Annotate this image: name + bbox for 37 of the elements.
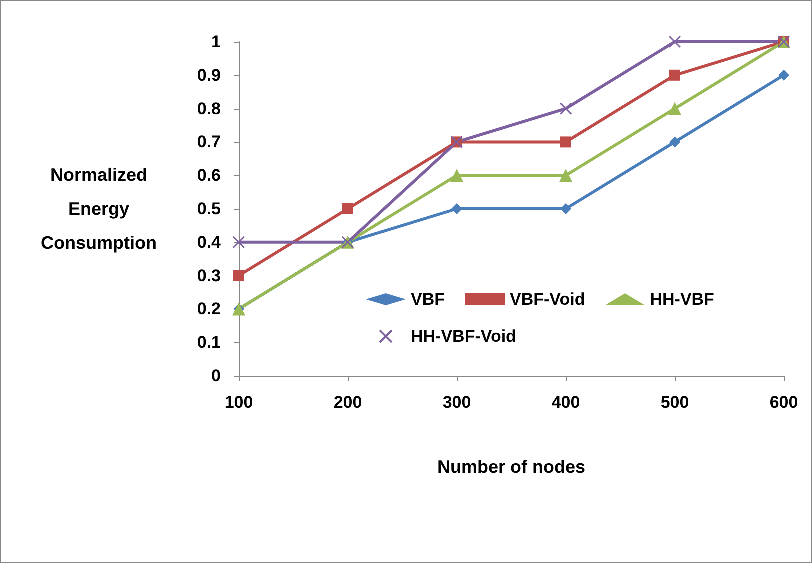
legend-label: VBF [411, 290, 445, 309]
point [668, 36, 682, 48]
point [450, 169, 464, 182]
point [560, 102, 572, 116]
x-tick-label: 100 [224, 393, 254, 412]
y-axis-title: Normalized Energy Consumption [41, 165, 157, 253]
y-tick-label: 0.1 [197, 333, 221, 352]
y-tick-label: 0.7 [197, 132, 221, 152]
x-tick-label: 500 [660, 393, 690, 412]
point [670, 70, 680, 81]
y-tick-label: 0 [212, 366, 221, 386]
y-tick-label: 0.5 [197, 200, 221, 218]
legend-label: HH-VBF [650, 290, 714, 309]
y-tick-label: 0.6 [197, 166, 221, 186]
point [560, 204, 572, 214]
x-tick-label: 200 [334, 393, 362, 412]
point [778, 70, 790, 81]
y-tick-label: 0.2 [197, 300, 221, 319]
y-tick-label: 0.3 [197, 266, 221, 286]
x-tick-label: 600 [770, 393, 798, 412]
legend-label: HH-VBF-Void [411, 327, 516, 346]
legend-label: VBF-Void [510, 290, 586, 309]
x-tick-label: 400 [552, 393, 580, 412]
point [232, 236, 246, 249]
y-tick-label: 1 [212, 32, 221, 52]
point [234, 270, 244, 282]
point [452, 204, 462, 214]
y-tick-label: 0.4 [197, 232, 222, 252]
x-tick-label: 300 [442, 393, 472, 412]
x-axis-title: Number of nodes [437, 457, 586, 477]
point [342, 204, 354, 214]
y-tick-label: 0.8 [197, 99, 221, 118]
point [668, 102, 682, 116]
point [560, 169, 572, 182]
point [670, 136, 680, 148]
y-tick-label: 0.9 [197, 66, 221, 85]
point [560, 136, 572, 148]
